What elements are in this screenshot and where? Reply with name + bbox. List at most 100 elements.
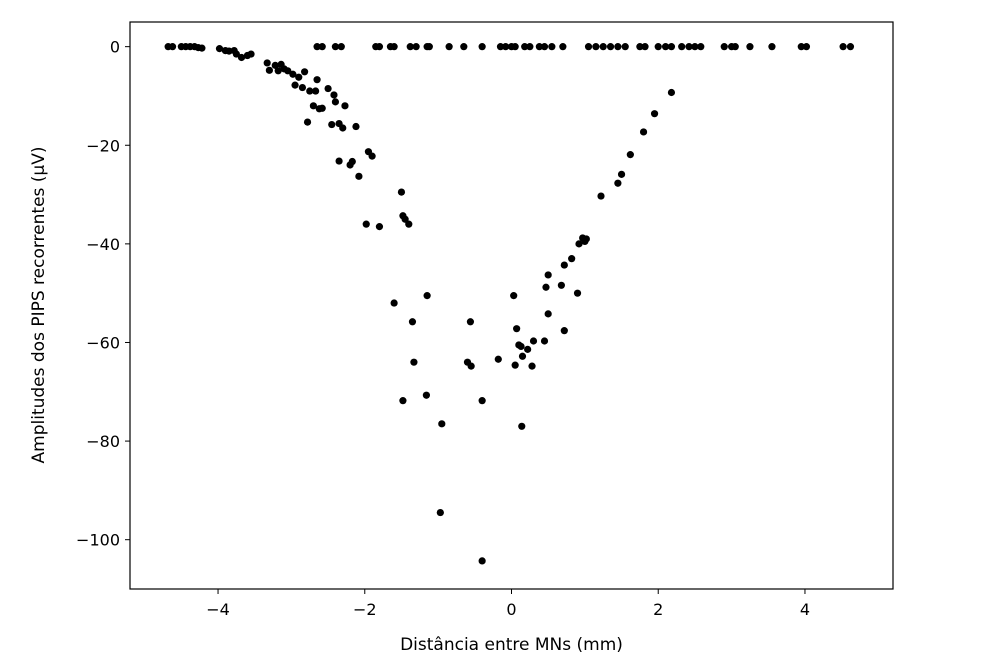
- data-point: [573, 289, 582, 297]
- data-point: [399, 397, 407, 405]
- data-point: [330, 91, 338, 99]
- y-tick-label: −80: [86, 432, 120, 451]
- y-axis-label: Amplitudes dos PIPS recorrentes (μV): [29, 147, 49, 464]
- x-axis-ticks: −4 −2 0 2 4: [206, 589, 810, 619]
- data-point: [478, 397, 486, 405]
- data-point: [510, 292, 518, 300]
- data-point: [584, 43, 593, 51]
- data-point: [422, 391, 430, 399]
- data-point: [301, 68, 309, 76]
- data-point: [517, 342, 525, 351]
- data-point: [535, 43, 543, 51]
- data-point: [390, 43, 398, 51]
- data-point: [559, 43, 567, 51]
- data-point: [313, 43, 321, 51]
- data-point: [521, 43, 529, 51]
- data-point: [390, 299, 398, 307]
- data-point: [445, 43, 453, 51]
- data-point: [298, 83, 307, 92]
- data-point: [678, 43, 686, 51]
- y-tick-label: −40: [86, 235, 120, 254]
- data-point: [802, 43, 811, 51]
- data-point: [697, 43, 705, 51]
- x-tick-label: −2: [353, 600, 377, 619]
- data-point: [661, 43, 670, 51]
- data-point: [518, 352, 527, 360]
- data-point: [168, 43, 177, 51]
- data-point: [654, 43, 662, 51]
- data-point: [667, 43, 676, 51]
- data-point: [626, 151, 634, 159]
- data-point: [467, 362, 475, 370]
- data-point: [502, 43, 510, 51]
- data-point: [397, 188, 406, 196]
- data-point: [265, 66, 273, 74]
- data-point: [408, 318, 417, 326]
- data-point: [575, 240, 583, 248]
- data-point: [720, 43, 728, 51]
- data-point: [548, 43, 556, 51]
- data-point: [650, 110, 659, 118]
- data-point: [614, 179, 622, 187]
- data-point: [331, 98, 340, 106]
- data-point: [328, 120, 336, 129]
- data-point: [289, 70, 297, 78]
- data-point: [544, 271, 552, 279]
- data-point: [667, 88, 676, 97]
- data-point: [423, 292, 431, 300]
- data-point: [526, 43, 534, 51]
- data-point: [592, 43, 600, 51]
- data-point: [582, 235, 590, 243]
- data-point: [839, 43, 847, 51]
- data-point: [438, 420, 446, 428]
- y-tick-label: −60: [86, 333, 120, 352]
- data-point: [303, 118, 312, 126]
- data-point: [215, 45, 224, 53]
- data-point: [232, 50, 240, 58]
- data-point: [436, 508, 444, 517]
- x-tick-label: 0: [506, 600, 516, 619]
- data-point: [237, 53, 246, 62]
- data-point: [362, 220, 370, 228]
- data-point: [263, 59, 271, 67]
- data-point: [318, 43, 326, 51]
- y-tick-label: 0: [110, 38, 120, 57]
- data-point: [313, 76, 321, 84]
- data-points: [164, 43, 855, 565]
- data-point: [339, 124, 347, 132]
- data-point: [636, 43, 644, 51]
- data-point: [685, 43, 693, 51]
- data-point: [540, 337, 549, 345]
- data-point: [540, 43, 549, 51]
- y-tick-label: −20: [86, 136, 120, 155]
- data-point: [528, 362, 536, 370]
- data-point: [746, 43, 754, 51]
- data-point: [518, 422, 526, 430]
- data-point: [557, 281, 565, 289]
- data-point: [542, 283, 550, 291]
- data-point: [324, 84, 332, 93]
- data-point: [337, 43, 345, 51]
- data-point: [494, 355, 502, 363]
- data-point: [271, 61, 279, 69]
- data-point: [641, 43, 649, 51]
- data-point: [617, 170, 626, 178]
- plot-frame: [129, 21, 894, 590]
- data-point: [460, 43, 468, 51]
- data-point: [331, 43, 340, 51]
- data-point: [606, 43, 615, 51]
- x-tick-label: 2: [653, 600, 663, 619]
- data-point: [425, 43, 433, 51]
- data-point: [768, 43, 776, 51]
- data-point: [312, 87, 320, 95]
- data-point: [568, 255, 576, 263]
- y-tick-label: −100: [76, 531, 120, 550]
- data-point: [355, 172, 363, 180]
- data-point: [478, 557, 486, 565]
- data-point: [274, 67, 282, 75]
- data-point: [496, 43, 505, 51]
- data-point: [621, 43, 629, 51]
- data-point: [560, 327, 568, 335]
- data-point: [529, 337, 538, 345]
